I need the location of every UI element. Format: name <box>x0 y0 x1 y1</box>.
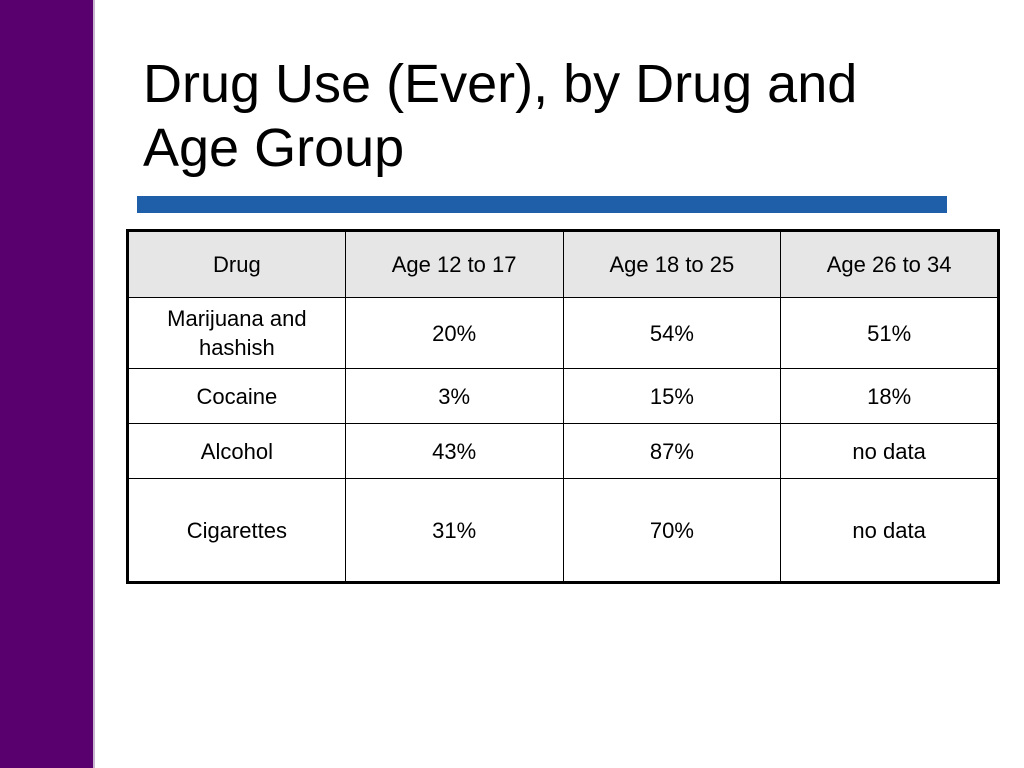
drug-use-table: Drug Age 12 to 17 Age 18 to 25 Age 26 to… <box>126 229 1000 584</box>
cell-value: no data <box>780 478 999 583</box>
cell-value: no data <box>780 423 999 479</box>
title-underline-bar <box>137 196 947 213</box>
sidebar-accent <box>0 0 93 768</box>
slide-title: Drug Use (Ever), by Drug and Age Group <box>143 54 858 178</box>
table-row: Marijuana and hashish 20% 54% 51% <box>127 297 999 369</box>
cell-drug-name: Marijuana and hashish <box>127 297 346 369</box>
cell-value: 15% <box>562 368 782 424</box>
cell-value: 18% <box>780 368 999 424</box>
header-drug: Drug <box>127 230 346 298</box>
cell-value: 70% <box>562 478 782 583</box>
table-row: Cocaine 3% 15% 18% <box>127 368 999 424</box>
table-row: Alcohol 43% 87% no data <box>127 423 999 479</box>
header-age-26-34: Age 26 to 34 <box>780 230 999 298</box>
cell-drug-name: Cigarettes <box>127 478 346 583</box>
cell-drug-name: Cocaine <box>127 368 346 424</box>
sidebar-edge <box>93 0 95 768</box>
cell-value: 87% <box>562 423 782 479</box>
header-age-18-25: Age 18 to 25 <box>562 230 782 298</box>
table-header-row: Drug Age 12 to 17 Age 18 to 25 Age 26 to… <box>127 230 999 298</box>
cell-value: 3% <box>344 368 564 424</box>
table-row: Cigarettes 31% 70% no data <box>127 478 999 583</box>
header-age-12-17: Age 12 to 17 <box>344 230 564 298</box>
cell-value: 51% <box>780 297 999 369</box>
table-container: Drug Age 12 to 17 Age 18 to 25 Age 26 to… <box>126 229 1000 584</box>
cell-value: 43% <box>344 423 564 479</box>
cell-value: 54% <box>562 297 782 369</box>
cell-value: 20% <box>344 297 564 369</box>
cell-value: 31% <box>344 478 564 583</box>
cell-drug-name: Alcohol <box>127 423 346 479</box>
